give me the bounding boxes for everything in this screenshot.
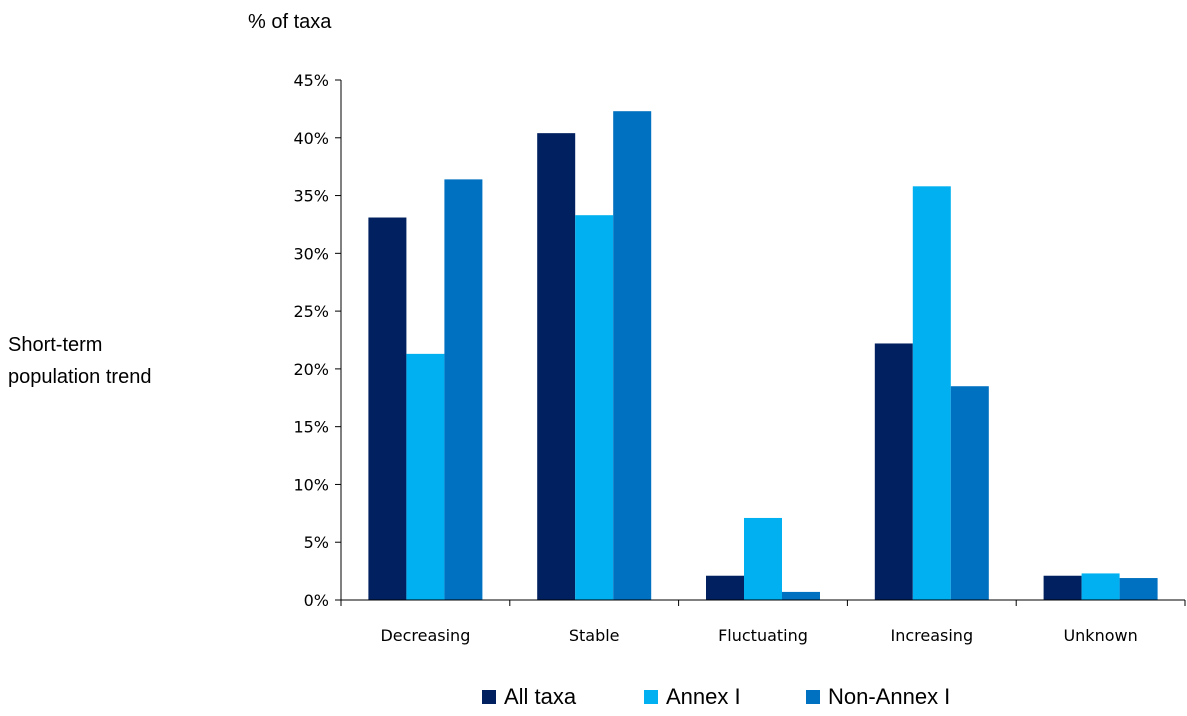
side-label-line-2: population trend [8,366,151,388]
bar [1081,573,1120,600]
bar [912,186,951,601]
x-tick-label: Fluctuating [718,626,808,645]
bar [368,217,407,600]
y-tick-label: 0% [304,591,329,610]
bar [874,343,913,600]
legend-swatch [806,690,820,704]
x-tick-label: Decreasing [380,626,470,645]
bar [950,386,989,600]
bar [744,517,782,600]
legend: All taxa Annex I Non-Annex I [482,684,950,709]
legend-swatch [482,690,496,704]
bar [575,215,614,600]
y-tick-label: 15% [293,418,329,437]
x-axis: Decreasing Stable Fluctuating Increasing Unk… [340,599,1186,645]
side-label-line-1: Short-term [8,334,102,356]
legend-label: Annex I [666,684,741,709]
y-axis-title: % of taxa [248,11,332,33]
bar [706,575,744,600]
legend-swatch [644,690,658,704]
bar [782,591,820,600]
x-tick-label: Unknown [1063,626,1137,645]
y-tick-label: 25% [293,302,329,321]
bar [613,111,652,600]
bar [537,133,576,600]
legend-label: All taxa [504,684,577,709]
bar [1119,578,1158,600]
y-tick-label: 20% [293,360,329,379]
x-tick-label: Increasing [890,626,973,645]
bar [444,179,483,600]
y-tick-label: 30% [293,244,329,263]
y-axis: 0% 5% 10% 15% 20% 25% 30% 35% 40% 45% [293,71,342,610]
x-tick-label: Stable [569,626,620,645]
bars [368,111,1158,601]
bar [406,353,445,600]
y-tick-label: 10% [293,475,329,494]
y-tick-label: 40% [293,129,329,148]
y-tick-label: 45% [293,71,329,90]
y-tick-label: 35% [293,187,329,206]
bar [1043,575,1082,600]
y-tick-label: 5% [304,533,329,552]
legend-label: Non-Annex I [828,684,950,709]
